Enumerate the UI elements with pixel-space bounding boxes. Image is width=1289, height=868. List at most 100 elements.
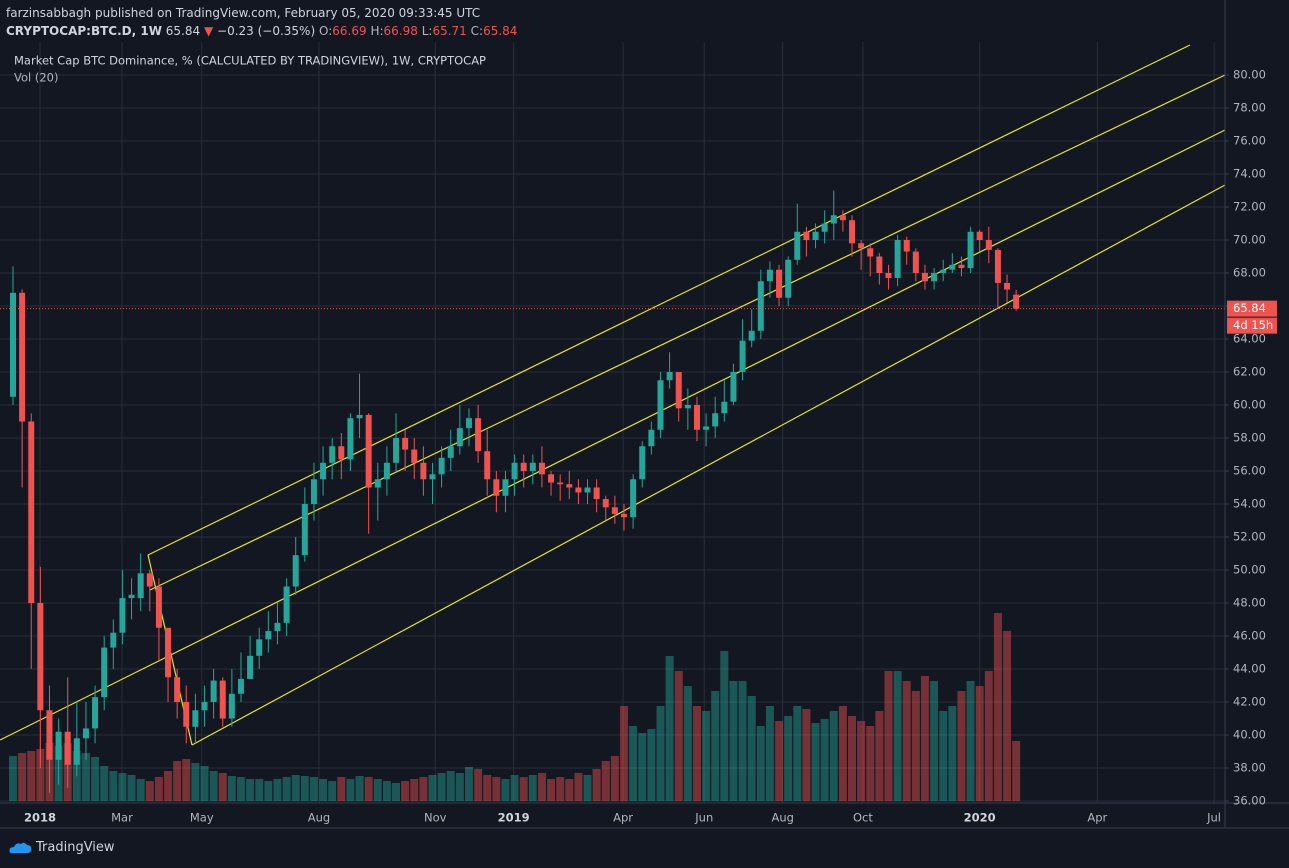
- y-tick-label: 50.00: [1233, 563, 1266, 577]
- axes: 36.00 38.00 40.00 42.00 44.00 46.00 48.00 50.00…: [24, 68, 1277, 825]
- candle-body: [383, 462, 390, 480]
- volume-bar: [911, 691, 920, 801]
- volume-bar: [1003, 631, 1012, 801]
- volume-bar: [118, 773, 127, 801]
- candle-body: [830, 215, 837, 224]
- candle-body: [675, 372, 682, 409]
- volume-bar: [346, 779, 355, 801]
- volume-bar: [765, 706, 774, 801]
- volume-bar: [875, 711, 884, 801]
- y-tick-label: 62.00: [1233, 365, 1266, 379]
- volume-bar: [273, 779, 282, 801]
- volume-bar: [410, 779, 419, 801]
- volume-bar: [665, 656, 674, 801]
- candle-body: [584, 487, 591, 493]
- volume-bar: [136, 779, 145, 801]
- y-tick-label: 44.00: [1233, 662, 1266, 676]
- volume-bar: [756, 726, 765, 801]
- candle-body: [374, 479, 381, 488]
- volume-bar: [592, 769, 601, 801]
- volume-bar: [127, 775, 136, 801]
- candle-body: [347, 418, 354, 460]
- candle-body: [666, 372, 673, 381]
- candle-body: [794, 231, 801, 260]
- header: farzinsabbagh published on TradingView.c…: [6, 4, 517, 40]
- y-tick-label: 48.00: [1233, 596, 1266, 610]
- volume-bar: [519, 777, 528, 801]
- candle-body: [867, 248, 874, 257]
- x-tick-label: Mar: [111, 811, 133, 825]
- volume-bar: [811, 723, 820, 801]
- volume-bar: [957, 691, 966, 801]
- y-tick-label: 72.00: [1233, 200, 1266, 214]
- candle-body: [9, 292, 16, 397]
- ohlc-value: 66.98: [383, 24, 418, 38]
- candle-body: [958, 264, 965, 269]
- y-tick-label: 68.00: [1233, 266, 1266, 280]
- candle-body: [356, 414, 363, 419]
- volume-bar: [145, 781, 154, 801]
- candle-body: [92, 697, 99, 729]
- channel-line: [0, 129, 1226, 741]
- x-tick-label: 2019: [498, 811, 530, 825]
- y-tick-label: 40.00: [1233, 728, 1266, 742]
- candle-body: [657, 380, 664, 430]
- volume-bar: [692, 706, 701, 801]
- volume-bar: [91, 757, 100, 801]
- candle-body: [949, 264, 956, 270]
- legend: CRYPTOCAP:BTC.D, 1W 65.84 ▼ −0.23 (−0.35…: [6, 22, 517, 40]
- y-tick-label: 74.00: [1233, 167, 1266, 181]
- volume-bar: [729, 681, 738, 801]
- y-tick-label: 36.00: [1233, 794, 1266, 808]
- x-tick-label: Jun: [694, 811, 713, 825]
- volume-bar: [81, 753, 90, 801]
- x-tick-label: Jul: [1206, 811, 1221, 825]
- volume-bar: [711, 691, 720, 801]
- volume-bar: [820, 719, 829, 801]
- candle-body: [174, 677, 181, 703]
- volume-bar: [656, 706, 665, 801]
- candle-body: [183, 702, 190, 727]
- volume-bar: [583, 775, 592, 801]
- candle-body: [438, 457, 445, 475]
- candle-body: [73, 738, 80, 765]
- volume-bar: [154, 777, 163, 801]
- y-tick-label: 70.00: [1233, 233, 1266, 247]
- volume-bar: [574, 773, 583, 801]
- candle-body: [228, 693, 235, 719]
- volume-bar: [948, 706, 957, 801]
- candle-body: [730, 372, 737, 402]
- volume-bar: [966, 681, 975, 801]
- volume-bar: [829, 711, 838, 801]
- volume-bar: [264, 781, 273, 801]
- volume-bar: [109, 771, 118, 801]
- candle-body: [37, 603, 44, 711]
- grid: [0, 42, 1225, 803]
- candle-body: [921, 273, 928, 282]
- candle-body: [648, 429, 655, 447]
- brand: TradingView: [36, 840, 115, 855]
- candle-body: [64, 731, 71, 765]
- y-tick-label: 46.00: [1233, 629, 1266, 643]
- volume-bar: [747, 696, 756, 801]
- candle-body: [192, 710, 199, 727]
- pane: [0, 42, 1225, 803]
- candle-body: [219, 680, 226, 719]
- candle-body: [776, 269, 783, 298]
- candle-body: [785, 259, 792, 298]
- candle-body: [520, 462, 527, 472]
- candle-body: [931, 273, 938, 282]
- candle-body: [28, 421, 35, 604]
- candle-body: [329, 446, 336, 463]
- candle-body: [110, 632, 117, 648]
- volume-bar: [483, 775, 492, 801]
- chart-title: Market Cap BTC Dominance, % (CALCULATED …: [14, 54, 486, 68]
- candle-body: [940, 269, 947, 274]
- y-tick-label: 42.00: [1233, 695, 1266, 709]
- candle-body: [876, 256, 883, 274]
- volume-bar: [446, 771, 455, 801]
- volume-bar: [993, 613, 1002, 801]
- volume-bar: [246, 779, 255, 801]
